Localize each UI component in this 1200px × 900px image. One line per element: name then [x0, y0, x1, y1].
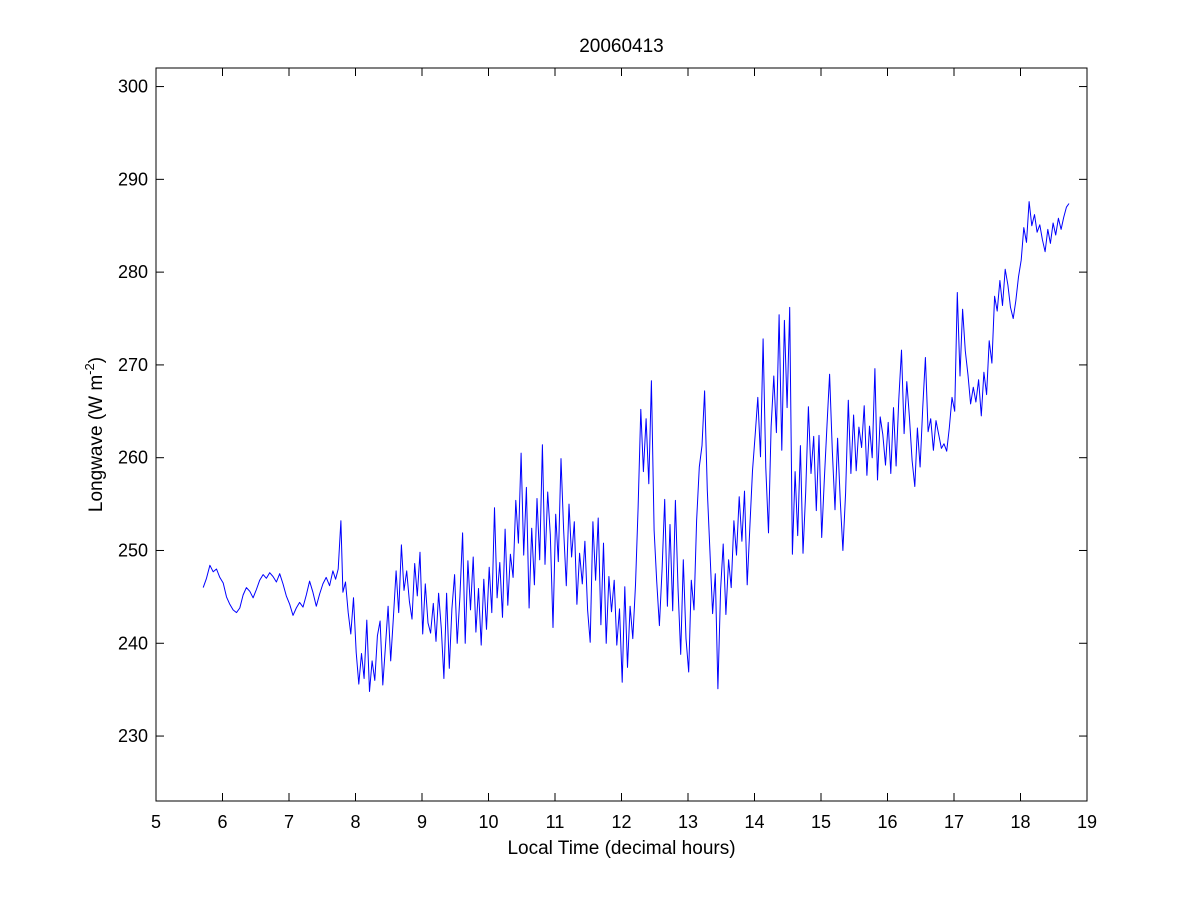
y-axis-title-suffix: ) — [86, 357, 107, 363]
y-tick-label: 260 — [118, 448, 148, 468]
y-tick-label: 280 — [118, 262, 148, 282]
x-tick-label: 9 — [417, 812, 427, 832]
y-tick-label: 290 — [118, 169, 148, 189]
x-axis-title: Local Time (decimal hours) — [507, 838, 735, 859]
y-tick-label: 240 — [118, 633, 148, 653]
y-axis-title-exponent: -2 — [82, 363, 97, 375]
x-tick-label: 7 — [284, 812, 294, 832]
y-axis-title: Longwave (W m-2) — [82, 357, 107, 512]
x-tick-label: 6 — [217, 812, 227, 832]
x-tick-label: 17 — [944, 812, 964, 832]
plot-area — [202, 201, 1070, 692]
axis-ticks: 5 6 7 8 9 10 11 12 13 14 15 16 17 18 19 230 240 250 260 270… — [118, 68, 1097, 832]
y-tick-label: 300 — [118, 77, 148, 97]
x-tick-label: 16 — [877, 812, 897, 832]
x-tick-label: 10 — [478, 812, 498, 832]
y-axis-title-prefix: Longwave (W m — [86, 375, 107, 512]
y-tick-label: 250 — [118, 540, 148, 560]
x-tick-label: 15 — [811, 812, 831, 832]
x-tick-label: 19 — [1077, 812, 1097, 832]
y-tick-label: 270 — [118, 355, 148, 375]
x-tick-label: 14 — [744, 812, 764, 832]
chart-title: 20060413 — [579, 36, 664, 57]
y-tick-label: 230 — [118, 726, 148, 746]
x-tick-label: 5 — [151, 812, 161, 832]
x-tick-label: 12 — [611, 812, 631, 832]
x-tick-label: 8 — [350, 812, 360, 832]
x-tick-label: 11 — [546, 812, 565, 832]
x-tick-label: 13 — [678, 812, 698, 832]
x-tick-label: 18 — [1010, 812, 1030, 832]
series-line — [202, 201, 1070, 692]
